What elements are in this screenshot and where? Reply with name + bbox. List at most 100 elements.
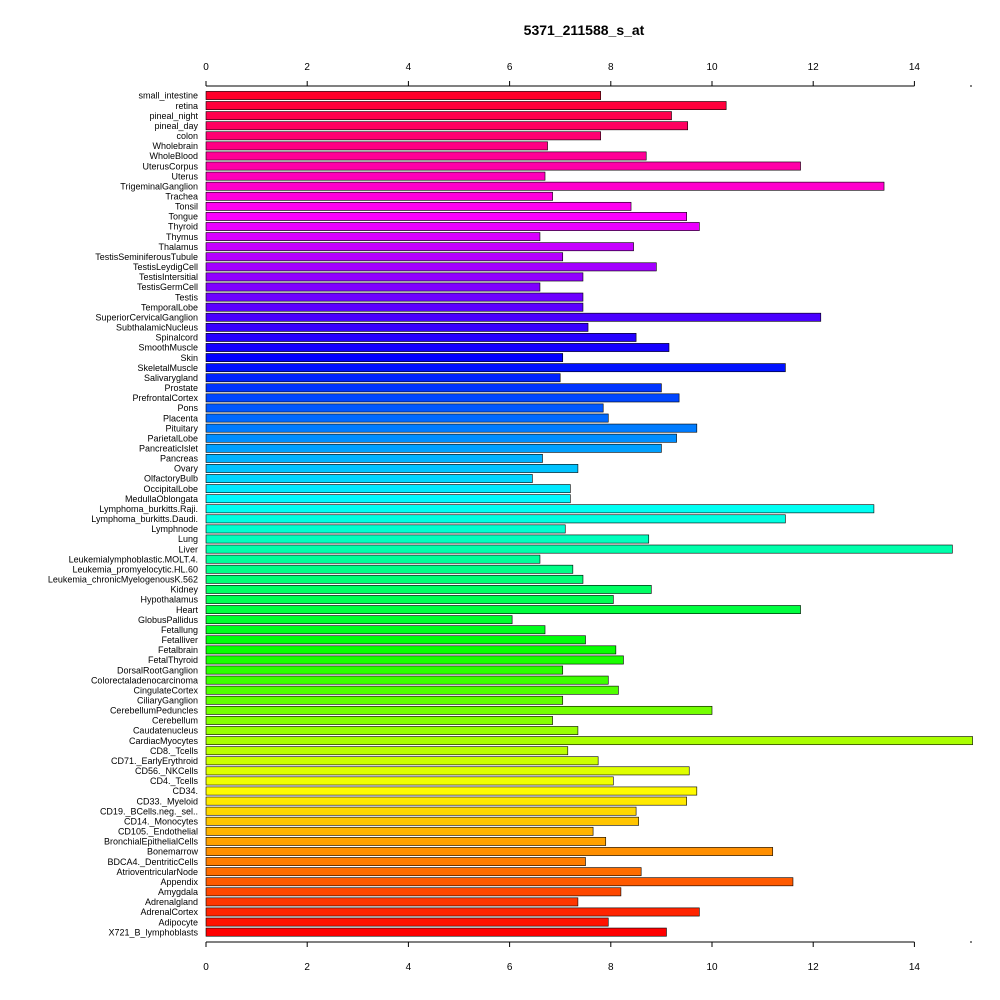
bars-group xyxy=(205,91,973,937)
category-label: TestisIntersitial xyxy=(139,272,198,282)
bar xyxy=(205,91,601,100)
category-label: CD19._BCells.neg._sel.. xyxy=(100,806,198,816)
bar xyxy=(205,373,561,383)
chart-title: 5371_211588_s_at xyxy=(524,22,645,38)
category-label: Fetallung xyxy=(161,625,198,635)
x-tick-label: 4 xyxy=(406,962,412,973)
bar xyxy=(205,826,594,836)
bar xyxy=(205,363,786,373)
bar xyxy=(205,322,589,332)
bar xyxy=(205,806,637,816)
category-label: CD56._NKCells xyxy=(135,766,199,776)
bar xyxy=(205,262,657,272)
bar xyxy=(205,756,599,766)
bar xyxy=(205,141,548,151)
category-label: CD105._Endothelial xyxy=(118,827,198,837)
category-label: pineal_day xyxy=(154,121,198,131)
bar xyxy=(205,574,584,584)
x-tick-label: 10 xyxy=(706,62,718,73)
category-label: Colorectaladenocarcinoma xyxy=(91,675,198,685)
bar xyxy=(205,917,609,927)
bar xyxy=(205,242,634,252)
x-tick-label: 0 xyxy=(203,962,209,973)
category-label: Tonsil xyxy=(175,202,198,212)
category-label: PrefrontalCortex xyxy=(132,393,198,403)
bar xyxy=(205,796,688,806)
bar xyxy=(205,413,609,423)
x-tick-label: 4 xyxy=(406,62,412,73)
bar xyxy=(205,635,586,645)
category-labels-group: small_intestineretinapineal_nightpineal_… xyxy=(48,91,199,938)
bar xyxy=(205,212,688,221)
category-label: colon xyxy=(176,131,198,141)
category-label: Fetalbrain xyxy=(158,645,198,655)
category-label: Uterus xyxy=(171,171,198,181)
category-label: CingulateCortex xyxy=(133,685,198,695)
bar xyxy=(205,494,571,504)
bar xyxy=(205,171,546,181)
category-label: SkeletalMuscle xyxy=(137,363,198,373)
category-label: Ovary xyxy=(174,464,199,474)
bar xyxy=(205,272,584,282)
category-label: CD33._Myeloid xyxy=(136,796,198,806)
category-label: Pituitary xyxy=(165,423,198,433)
bar xyxy=(205,927,667,937)
bar xyxy=(205,877,794,887)
bar xyxy=(205,685,619,695)
bar xyxy=(205,544,953,554)
bar xyxy=(205,292,584,302)
bar xyxy=(205,615,513,625)
bar xyxy=(205,746,569,756)
bar xyxy=(205,312,822,322)
category-label: Lymphoma_burkitts.Raji. xyxy=(99,504,198,514)
category-label: Kidney xyxy=(170,585,198,595)
bar xyxy=(205,121,689,131)
x-tick-label: 8 xyxy=(608,62,614,73)
bar xyxy=(205,282,541,292)
category-label: Lung xyxy=(178,534,198,544)
category-label: Leukemia_promyelocytic.HL.60 xyxy=(72,564,198,574)
category-label: OccipitalLobe xyxy=(143,484,198,494)
category-label: PancreaticIslet xyxy=(139,444,199,454)
bar xyxy=(205,383,662,393)
category-label: Bonemarrow xyxy=(147,847,199,857)
bar xyxy=(205,665,564,675)
category-label: SmoothMuscle xyxy=(138,343,198,353)
bar xyxy=(205,655,624,665)
bar xyxy=(205,393,680,403)
bar xyxy=(205,887,622,897)
bar xyxy=(205,716,553,725)
bar xyxy=(205,232,541,242)
x-tick-label: 2 xyxy=(304,62,310,73)
bar xyxy=(205,353,564,362)
category-label: retina xyxy=(175,101,198,111)
x-tick-label: 8 xyxy=(608,962,614,973)
category-label: CardiacMyocytes xyxy=(129,736,199,746)
bar xyxy=(205,101,727,110)
bar xyxy=(205,675,609,685)
bottom-axis: 0 2 4 6 8 10 12 14 xyxy=(203,941,972,973)
bar xyxy=(205,201,632,211)
bar xyxy=(205,453,543,463)
category-label: TrigeminalGanglion xyxy=(120,181,198,191)
bar xyxy=(205,514,786,524)
category-label: TemporalLobe xyxy=(141,302,198,312)
bar xyxy=(205,645,617,655)
x-tick-label: 12 xyxy=(808,962,820,973)
category-label: CerebellumPeduncles xyxy=(110,706,199,716)
bar xyxy=(205,423,698,433)
category-label: Thalamus xyxy=(158,242,198,252)
bar xyxy=(205,252,564,262)
category-label: Leukemia_chronicMyelogenousK.562 xyxy=(48,575,198,585)
x-tick-label: 14 xyxy=(909,962,921,973)
category-label: BDCA4._DentriticCells xyxy=(107,857,198,867)
x-tick-label: 0 xyxy=(203,62,209,73)
bar xyxy=(205,484,571,494)
category-label: Placenta xyxy=(163,413,198,423)
category-label: Cerebellum xyxy=(152,716,198,726)
category-label: Spinalcord xyxy=(155,333,198,343)
bar xyxy=(205,897,579,907)
category-label: Wholebrain xyxy=(152,141,198,151)
category-label: Thyroid xyxy=(168,222,198,232)
